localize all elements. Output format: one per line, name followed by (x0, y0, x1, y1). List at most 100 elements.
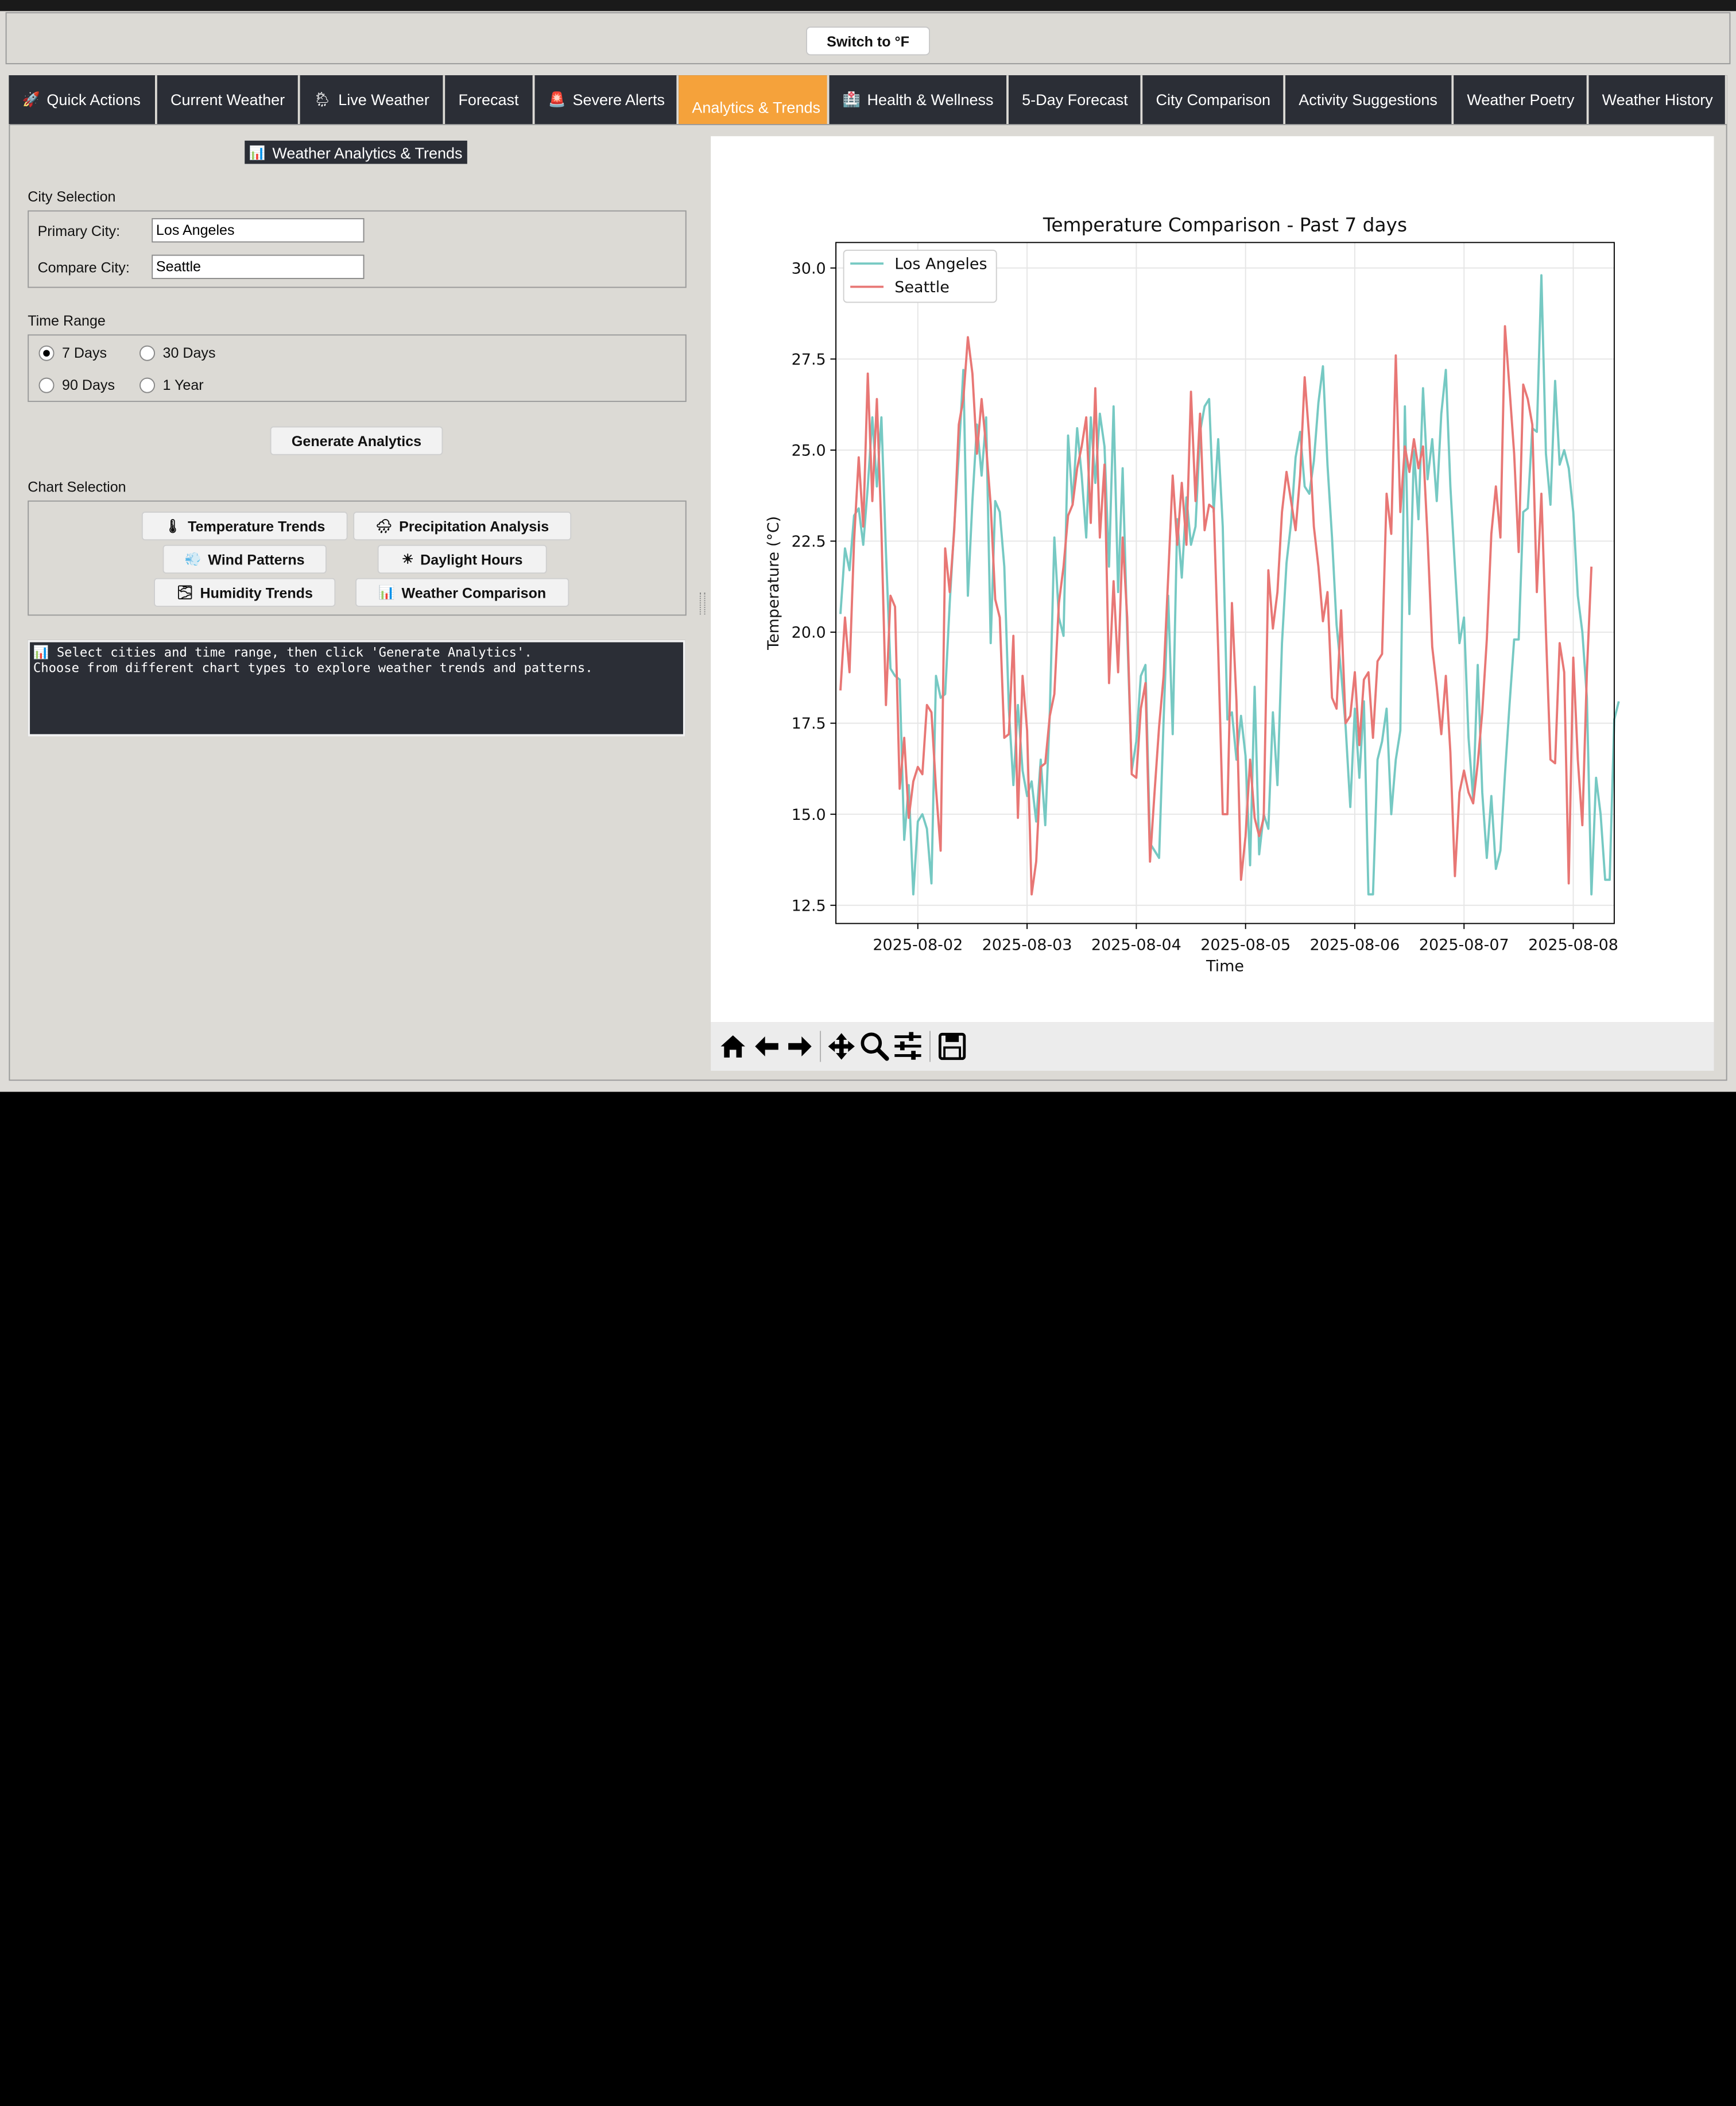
time-range-group (28, 334, 687, 402)
y-tick-label: 12.5 (792, 897, 826, 915)
y-tick-label: 15.0 (792, 806, 826, 824)
switch-units-button[interactable]: Switch to °F (806, 26, 931, 56)
tab-label: 5-Day Forecast (1022, 91, 1128, 109)
tab-label: Live Weather (338, 91, 429, 109)
panel-header: 📊 Weather Analytics & Trends (245, 140, 467, 164)
radio-90-days[interactable]: 90 Days (38, 376, 115, 393)
pan-icon[interactable] (828, 1033, 855, 1060)
tab-label: Analytics & Trends (692, 98, 820, 117)
tab-5-day-forecast[interactable]: 5-Day Forecast (1008, 75, 1143, 125)
tab-city-comparison[interactable]: City Comparison (1142, 75, 1286, 125)
tab-severe-alerts[interactable]: 🚨 Severe Alerts (534, 75, 679, 125)
x-tick-label: 2025-08-08 (1528, 936, 1618, 954)
tab-analytics-trends[interactable]: Analytics & Trends (679, 75, 830, 125)
y-axis-label: Temperature (°C) (765, 516, 782, 651)
y-tick-label: 30.0 (792, 260, 826, 277)
tab-forecast[interactable]: Forecast (445, 75, 535, 125)
wind-patterns-button[interactable]: 💨 Wind Patterns (162, 544, 327, 574)
compare-city-label: Compare City: (37, 259, 130, 276)
legend-label: Seattle (894, 278, 950, 296)
button-label: Wind Patterns (208, 551, 305, 568)
city-selection-group (28, 210, 687, 288)
series-line-seattle (839, 325, 1593, 896)
tab-label: Weather History (1602, 91, 1713, 109)
tab-current-weather[interactable]: Current Weather (157, 75, 300, 125)
weather-comparison-button[interactable]: 📊 Weather Comparison (355, 578, 569, 607)
legend-label: Los Angeles (894, 255, 987, 273)
chart-icon: 📊 (249, 144, 266, 160)
fog-icon: 🌫 (176, 584, 193, 601)
y-tick-label: 25.0 (792, 442, 826, 460)
plot-toolbar (711, 1022, 1714, 1071)
radio-7-days[interactable]: 7 Days (38, 344, 107, 361)
chart-title: Temperature Comparison - Past 7 days (1043, 214, 1407, 236)
x-tick-label: 2025-08-06 (1310, 936, 1400, 954)
temperature-trends-button[interactable]: 🌡 Temperature Trends (141, 512, 348, 541)
x-tick-label: 2025-08-04 (1091, 936, 1181, 954)
y-tick-label: 20.0 (792, 624, 826, 642)
pane-sash-handle[interactable] (699, 592, 706, 615)
y-tick-label: 27.5 (792, 351, 826, 369)
title-strip (0, 0, 1736, 11)
zoom-icon[interactable] (861, 1032, 889, 1061)
thermometer-icon: 🌡 (164, 518, 181, 534)
tab-label: Severe Alerts (572, 91, 665, 109)
tab-label: Current Weather (170, 91, 285, 109)
tab-activity-suggestions[interactable]: Activity Suggestions (1285, 75, 1454, 125)
time-range-label: Time Range (28, 312, 106, 329)
x-axis-label: Time (1206, 957, 1244, 975)
x-tick-label: 2025-08-02 (873, 936, 963, 954)
tab-bar: 🚀 Quick Actions Current Weather 🌦 Live Weath… (9, 75, 1727, 125)
tab-icon: 🏥 (842, 91, 861, 108)
tab-label: Quick Actions (46, 91, 141, 109)
button-label: Humidity Trends (200, 584, 313, 601)
info-console[interactable]: 📊 Select cities and time range, then cli… (28, 640, 685, 737)
tab-weather-poetry[interactable]: Weather Poetry (1454, 75, 1589, 125)
radio-indicator (140, 344, 156, 361)
city-selection-label: City Selection (28, 188, 116, 205)
tab-label: Forecast (458, 91, 519, 109)
tab-icon: 🌦 (313, 91, 332, 108)
chart-legend: Los Angeles Seattle (843, 249, 997, 303)
bar-chart-icon: 📊 (378, 584, 395, 601)
tab-label: Activity Suggestions (1299, 91, 1437, 109)
chart-selection-group (28, 500, 687, 616)
sun-icon: ☀ (401, 551, 414, 567)
y-tick-label: 22.5 (792, 533, 826, 551)
compare-city-input[interactable]: Seattle (152, 254, 365, 280)
save-icon[interactable] (938, 1032, 966, 1060)
daylight-hours-button[interactable]: ☀ Daylight Hours (377, 544, 547, 574)
radio-1-year[interactable]: 1 Year (140, 377, 204, 393)
tab-label: Weather Poetry (1467, 91, 1575, 109)
panel-title: Weather Analytics & Trends (272, 143, 463, 161)
axes-frame (835, 242, 1615, 924)
radio-label: 90 Days (62, 376, 115, 393)
wind-icon: 💨 (184, 551, 202, 567)
tab-health-wellness[interactable]: 🏥 Health & Wellness (829, 75, 1009, 125)
radio-indicator (140, 377, 156, 393)
primary-city-input[interactable]: Los Angeles (152, 218, 365, 243)
primary-city-label: Primary City: (37, 222, 121, 239)
generate-analytics-button[interactable]: Generate Analytics (270, 426, 443, 455)
forward-arrow-icon[interactable] (788, 1036, 812, 1056)
tab-live-weather[interactable]: 🌦 Live Weather (300, 75, 445, 125)
tab-icon: 🚀 (22, 91, 40, 108)
tab-label: City Comparison (1156, 91, 1271, 109)
tab-label: Health & Wellness (867, 91, 994, 109)
configure-subplots-icon[interactable] (894, 1032, 921, 1060)
tab-weather-history[interactable]: Weather History (1588, 75, 1727, 125)
home-icon[interactable] (720, 1035, 745, 1058)
x-tick-label: 2025-08-03 (982, 936, 1072, 954)
precipitation-analysis-button[interactable]: 🌧 Precipitation Analysis (353, 512, 572, 541)
tab-icon: 🚨 (548, 91, 566, 108)
radio-label: 7 Days (62, 344, 107, 361)
button-label: Temperature Trends (188, 517, 326, 535)
back-arrow-icon[interactable] (755, 1036, 778, 1056)
app-window: Switch to °F 🚀 Quick Actions Current Weath… (0, 0, 1736, 1092)
tab-quick-actions[interactable]: 🚀 Quick Actions (9, 75, 157, 125)
radio-indicator (38, 344, 55, 361)
radio-30-days[interactable]: 30 Days (140, 344, 216, 361)
x-tick-label: 2025-08-07 (1419, 936, 1509, 954)
x-tick-label: 2025-08-05 (1200, 936, 1291, 954)
humidity-trends-button[interactable]: 🌫 Humidity Trends (154, 578, 336, 607)
